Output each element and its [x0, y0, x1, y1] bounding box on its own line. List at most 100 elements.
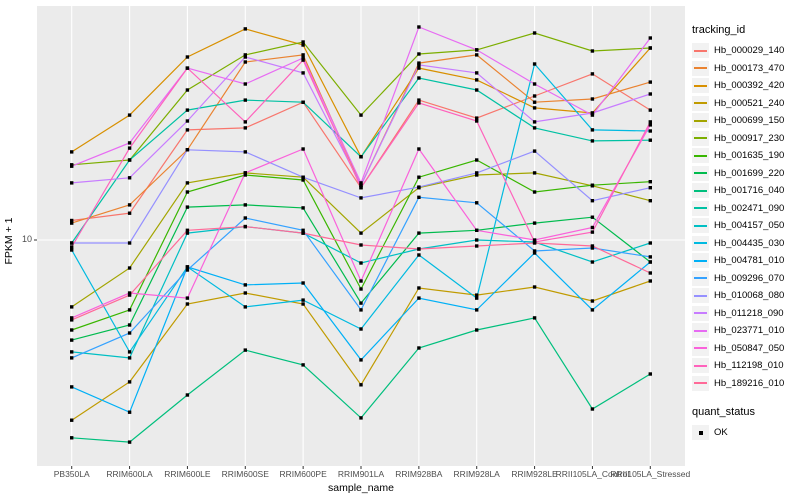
- legend-item-label: Hb_000917_230: [714, 132, 785, 144]
- legend-item-label: Hb_112198_010: [714, 360, 784, 372]
- legend-swatch: [692, 165, 709, 181]
- legend-swatch: [692, 200, 709, 216]
- legend-item-Hb_001699_220: Hb_001699_220: [692, 165, 800, 183]
- legend-line-icon: [694, 84, 707, 87]
- legend-swatch: [692, 253, 709, 269]
- legend-item-label: Hb_050847_050: [714, 342, 785, 354]
- x-tick-label-RRIM928LA: RRIM928LA: [453, 469, 500, 479]
- legend-item-Hb_000029_140: Hb_000029_140: [692, 42, 800, 60]
- legend-item-label: Hb_001716_040: [714, 185, 785, 197]
- legend-swatch: [692, 270, 709, 286]
- legend-line-icon: [694, 259, 707, 262]
- legend-item-label: Hb_000521_240: [714, 97, 785, 109]
- legend-line-icon: [694, 119, 707, 122]
- legend-item-label: Hb_002471_090: [714, 202, 785, 214]
- legend-item-label: Hb_009296_070: [714, 272, 785, 284]
- x-tick-label-PB350LA: PB350LA: [53, 469, 90, 479]
- legend-line-icon: [694, 364, 707, 367]
- legend-item-Hb_189216_010: Hb_189216_010: [692, 375, 800, 393]
- legend-item-Hb_009296_070: Hb_009296_070: [692, 270, 800, 288]
- legend-item-Hb_000173_470: Hb_000173_470: [692, 60, 800, 78]
- legend-color-items: Hb_000029_140 Hb_000173_470 Hb_000392_420 H…: [692, 42, 800, 392]
- x-axis-title: sample_name: [328, 482, 394, 494]
- legend-line-icon: [694, 172, 707, 175]
- legend-item-label: Hb_000699_150: [714, 115, 785, 127]
- legend-line-icon: [694, 67, 707, 70]
- legend-item-label: Hb_001635_190: [714, 150, 785, 162]
- legend-line-icon: [694, 294, 707, 297]
- legend-line-icon: [694, 189, 707, 192]
- legend-line-icon: [694, 382, 707, 385]
- legend-swatch: [692, 60, 709, 76]
- legend-item-Hb_004157_050: Hb_004157_050: [692, 217, 800, 235]
- legend-item-Hb_001635_190: Hb_001635_190: [692, 147, 800, 165]
- legend-line-icon: [694, 277, 707, 280]
- legend-item-label: Hb_001699_220: [714, 167, 785, 179]
- legend-swatch: [692, 323, 709, 339]
- legend-item-Hb_000392_420: Hb_000392_420: [692, 77, 800, 95]
- legend-item-Hb_023771_010: Hb_023771_010: [692, 322, 800, 340]
- quant-status-key: [692, 425, 709, 441]
- legend-item-label: Hb_023771_010: [714, 325, 785, 337]
- legend-swatch: [692, 183, 709, 199]
- x-tick-label-RRIM600PE: RRIM600PE: [279, 469, 327, 479]
- legend-item-Hb_000699_150: Hb_000699_150: [692, 112, 800, 130]
- legend-item-Hb_010068_080: Hb_010068_080: [692, 287, 800, 305]
- legend-item-label: Hb_004435_030: [714, 237, 785, 249]
- legend-swatch: [692, 43, 709, 59]
- x-tick-label-RRII105LA_Stressed: RRII105LA_Stressed: [610, 469, 691, 479]
- x-tick-label-RRIM600SE: RRIM600SE: [221, 469, 269, 479]
- legend-item-Hb_112198_010: Hb_112198_010: [692, 357, 800, 375]
- legend-swatch: [692, 78, 709, 94]
- legend-swatch: [692, 235, 709, 251]
- legend-item-label: Hb_004157_050: [714, 220, 785, 232]
- legend-item-label: Hb_189216_010: [714, 377, 785, 389]
- legend-item-Hb_050847_050: Hb_050847_050: [692, 340, 800, 358]
- legend-item-Hb_004781_010: Hb_004781_010: [692, 252, 800, 270]
- legend-item-Hb_000521_240: Hb_000521_240: [692, 95, 800, 113]
- legend-line-icon: [694, 242, 707, 245]
- x-tick-label-RRII105LA_Control: RRII105LA_Control: [555, 469, 630, 479]
- legend-line-icon: [694, 312, 707, 315]
- legend-swatch: [692, 113, 709, 129]
- legend-line-icon: [694, 102, 707, 105]
- legend-line-icon: [694, 207, 707, 210]
- legend-item-Hb_011218_090: Hb_011218_090: [692, 305, 800, 323]
- legend-swatch: [692, 340, 709, 356]
- legend-line-icon: [694, 347, 707, 350]
- legend-swatch: [692, 218, 709, 234]
- legend-item-label: Hb_000173_470: [714, 62, 785, 74]
- legend-swatch: [692, 130, 709, 146]
- legend-line-icon: [694, 224, 707, 227]
- legend-line-icon: [694, 49, 707, 52]
- legend-line-icon: [694, 137, 707, 140]
- legend-item-Hb_001716_040: Hb_001716_040: [692, 182, 800, 200]
- legend-item-label: Hb_011218_090: [714, 307, 784, 319]
- legend-item-Hb_004435_030: Hb_004435_030: [692, 235, 800, 253]
- legend-item-Hb_002471_090: Hb_002471_090: [692, 200, 800, 218]
- legend: tracking_id Hb_000029_140 Hb_000173_470 Hb…: [692, 24, 800, 442]
- legend-line-icon: [694, 329, 707, 332]
- legend-item-label: Hb_004781_010: [714, 255, 785, 267]
- black-square-marker-icon: [698, 430, 703, 435]
- x-tick-label-RRIM600LA: RRIM600LA: [106, 469, 153, 479]
- legend-title-quant-status: quant_status: [692, 406, 755, 418]
- legend-item-ok: OK: [692, 424, 800, 442]
- legend-swatch: [692, 288, 709, 304]
- legend-quant-status: quant_status OK: [692, 406, 800, 442]
- x-tick-label-RRIM901LA: RRIM901LA: [337, 469, 385, 479]
- axis-tick-marks: [34, 239, 651, 469]
- legend-title-tracking-id: tracking_id: [692, 24, 746, 36]
- legend-swatch: [692, 375, 709, 391]
- legend-item-label: Hb_010068_080: [714, 290, 785, 302]
- legend-item-label: OK: [714, 427, 728, 439]
- x-tick-label-RRIM600LE: RRIM600LE: [164, 469, 211, 479]
- y-tick-label: 10: [21, 234, 32, 244]
- legend-line-icon: [694, 154, 707, 157]
- data-points: [70, 25, 652, 444]
- legend-item-label: Hb_000029_140: [714, 45, 785, 57]
- legend-swatch: [692, 148, 709, 164]
- x-tick-label-RRIM928LE: RRIM928LE: [511, 469, 558, 479]
